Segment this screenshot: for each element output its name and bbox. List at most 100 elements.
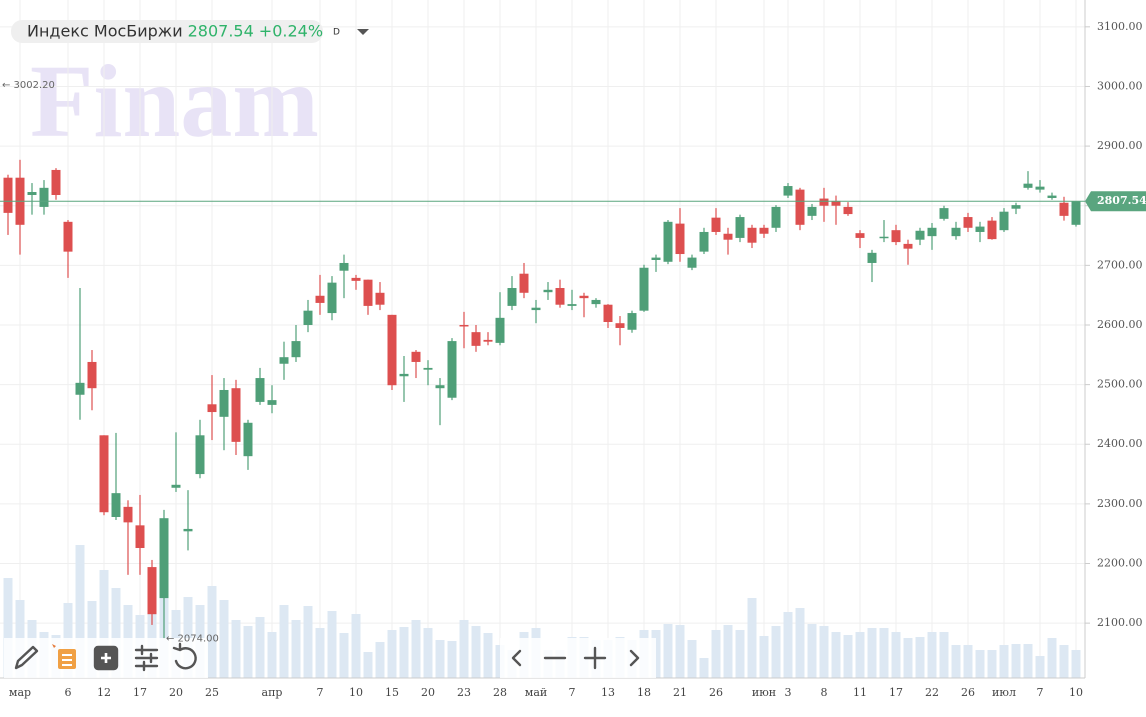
x-tick-label: 12 <box>97 686 111 699</box>
candle-body <box>639 267 649 311</box>
extreme-annotation: ← 2074.00 <box>166 634 219 645</box>
volume-bar <box>711 630 721 678</box>
candle-body <box>303 310 313 325</box>
candle-body <box>507 288 517 306</box>
candle-body <box>243 422 253 457</box>
x-tick-label: 13 <box>601 686 615 699</box>
volume-bar <box>339 633 349 678</box>
volume-bar <box>867 628 877 678</box>
y-tick-label: 2100.00 <box>1097 616 1143 629</box>
candle-body <box>759 227 769 234</box>
candle-body <box>951 227 961 237</box>
zoom-bg <box>500 638 656 678</box>
last-price-flag <box>1085 191 1146 212</box>
volume-bar <box>483 633 493 678</box>
y-tick-label: 2500.00 <box>1097 378 1143 391</box>
reset-icon[interactable] <box>172 642 197 670</box>
volume-bar <box>291 620 301 678</box>
volume-bar <box>1047 638 1057 678</box>
volume-bar <box>831 632 841 678</box>
volume-bar <box>1023 644 1033 678</box>
candle-body <box>903 243 913 249</box>
candle-body <box>315 295 325 303</box>
volume-bar <box>351 614 361 678</box>
pencil-icon[interactable] <box>14 645 39 670</box>
candle-body <box>447 341 457 398</box>
x-tick-label: 22 <box>925 686 939 699</box>
candle-body <box>579 295 589 299</box>
add-icon[interactable] <box>93 645 119 671</box>
volume-bar <box>1059 645 1069 678</box>
volume-bar <box>111 588 121 678</box>
x-tick-label: 15 <box>385 686 399 699</box>
volume-bar <box>771 626 781 678</box>
candle-body <box>267 400 277 405</box>
candle-body <box>387 314 397 386</box>
x-tick-label: 8 <box>821 686 828 699</box>
candle-body <box>831 200 841 206</box>
candle-body <box>375 292 385 305</box>
x-tick-label: 25 <box>205 686 219 699</box>
candle-layer <box>3 159 1081 639</box>
volume-bar <box>399 627 409 678</box>
x-tick-label: 6 <box>65 686 72 699</box>
candle-body <box>147 567 157 615</box>
zoom-in[interactable] <box>583 646 607 670</box>
candle-body <box>1011 205 1021 209</box>
drawing-toolbar <box>4 638 208 678</box>
candle-body <box>459 324 469 327</box>
volume-bar <box>447 641 457 678</box>
x-tick-label: май <box>525 686 547 699</box>
x-tick-label: 11 <box>853 686 867 699</box>
y-tick-label: 2400.00 <box>1097 437 1143 450</box>
candle-body <box>591 299 601 305</box>
candle-body <box>1035 186 1045 190</box>
candle-body <box>1023 183 1033 188</box>
candle-body <box>435 385 445 389</box>
interval-dropdown[interactable] <box>357 29 369 35</box>
y-tick-label: 2300.00 <box>1097 497 1143 510</box>
interval[interactable]: D <box>333 28 340 38</box>
zoom-toolbar <box>500 638 656 678</box>
volume-bar <box>663 624 673 678</box>
candle-body <box>915 230 925 240</box>
scroll-right[interactable] <box>629 649 640 667</box>
candle-body <box>543 289 553 293</box>
candle-body <box>651 257 661 260</box>
volume-bar <box>915 637 925 678</box>
candle-body <box>843 206 853 215</box>
volume-bar <box>411 620 421 678</box>
y-tick-label: 2900.00 <box>1097 139 1143 152</box>
candle-body <box>471 332 481 346</box>
candle-body <box>51 169 61 195</box>
x-tick-label: 21 <box>673 686 687 699</box>
candle-body <box>39 187 49 207</box>
watermark: Finam <box>30 44 319 159</box>
y-tick-label: 3000.00 <box>1097 79 1143 92</box>
x-tick-label: июл <box>992 686 1016 699</box>
notes-icon[interactable] <box>52 644 76 669</box>
candle-body <box>111 493 121 517</box>
candle-body <box>879 236 889 239</box>
candle-body <box>87 361 97 389</box>
volume-bar <box>147 590 157 678</box>
candle-body <box>795 189 805 225</box>
candle-body <box>279 357 289 364</box>
last-price-label: 2807.54 <box>1097 194 1146 207</box>
x-tick-label: 17 <box>133 686 147 699</box>
settings-icon[interactable] <box>134 644 159 672</box>
volume-bar <box>183 597 193 678</box>
volume-bar <box>267 632 277 678</box>
candle-body <box>255 378 265 402</box>
scroll-left[interactable] <box>511 649 522 667</box>
candle-body <box>975 226 985 232</box>
candle-body <box>555 288 565 305</box>
candle-body <box>723 233 733 240</box>
candle-body <box>339 262 349 271</box>
x-tick-label: 3 <box>785 686 792 699</box>
header-pill <box>11 20 323 43</box>
candle-body <box>567 304 577 306</box>
candle-body <box>735 217 745 238</box>
